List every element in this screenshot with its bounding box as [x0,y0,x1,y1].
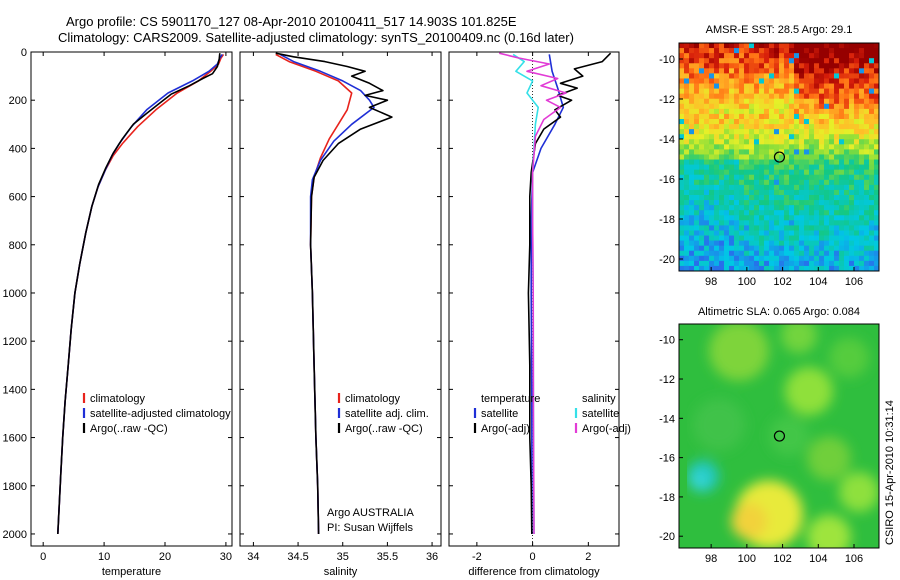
y-tick-label: 1800 [3,481,27,493]
x-tick-label: 34.5 [287,551,308,563]
temperature-panel: 0 10 20 30 0 200 400 600 800 1000 1200 1400 1600 1800… [3,47,233,578]
y-tick-label: -20 [659,254,675,266]
x-tick-label: 98 [705,553,717,565]
header-line2: Climatology: CARS2009. Satellite-adjuste… [58,30,574,45]
x-axis-label: temperature [102,566,161,578]
legend-label: Argo(-adj) [582,423,631,435]
y-tick-label: -10 [659,335,675,347]
x-tick-label: 35 [337,551,349,563]
sla-map-title: Altimetric SLA: 0.065 Argo: 0.084 [698,306,860,318]
y-tick-label: 1600 [3,433,27,445]
salinity-legend: climatology satellite adj. clim. Argo(..ra… [337,393,429,435]
map-frame [678,42,880,272]
x-tick-label: 100 [738,276,756,288]
y-tick-label: -18 [659,214,675,226]
float-annotation: Argo AUSTRALIA [327,507,414,519]
x-tick-label: 102 [773,553,791,565]
x-tick-label: 100 [738,553,756,565]
x-tick-label: 104 [809,276,827,288]
legend-label: climatology [90,393,146,405]
series-line [279,53,375,535]
salinity-panel: 34 34.5 35 35.5 36 salinity climatology satelli… [239,51,442,578]
series-line [275,52,393,535]
x-axis-label: difference from climatology [468,566,600,578]
y-tick-label: -12 [659,374,675,386]
y-tick-label: 200 [9,95,27,107]
map-field [679,43,879,271]
x-tick-label: 30 [220,551,232,563]
legend-label: satellite-adjusted climatology [90,408,231,420]
plot-frame [30,51,233,547]
map-frame [678,323,880,549]
legend-label: satellite [582,408,619,420]
series-line [499,52,567,535]
y-tick-label: -10 [659,54,675,66]
legend-label: climatology [345,393,401,405]
y-tick-label: 1200 [3,336,27,348]
y-tick-label: -12 [659,94,675,106]
series-line [57,53,221,535]
difference-legend: temperature satellite Argo(-adj) salinity sa… [473,393,631,435]
y-tick-label: 0 [21,47,27,59]
y-tick-label: 800 [9,240,27,252]
series-line [57,53,225,535]
x-tick-label: 98 [705,276,717,288]
y-tick-label: 400 [9,143,27,155]
plot-frame [448,51,620,547]
argo-position-marker [773,151,786,163]
difference-panel: -2 0 2 difference from climatology temperatu… [448,51,631,578]
x-tick-label: 36 [426,551,438,563]
sst-map-title: AMSR-E SST: 28.5 Argo: 29.1 [706,24,853,36]
y-tick-label: -14 [659,413,675,425]
legend-label: satellite adj. clim. [345,408,429,420]
y-tick-label: -16 [659,453,675,465]
x-tick-label: 20 [159,551,171,563]
y-tick-label: 1000 [3,288,27,300]
x-tick-label: 102 [773,276,791,288]
legend-label: Argo(..raw -QC) [345,423,423,435]
legend-label: Argo(-adj) [481,423,530,435]
series-line [530,54,565,535]
x-tick-label: 35.5 [377,551,398,563]
float-annotation: PI: Susan Wijffels [327,522,413,534]
y-tick-label: 600 [9,192,27,204]
legend-label: temperature [481,393,540,405]
legend-label: satellite [481,408,518,420]
temperature-legend: climatology satellite-adjusted climatolog… [82,393,231,435]
sla-map: 98 100 102 104 106 -10 -12 -14 -16 -18 -20 [659,323,880,565]
y-tick-label: 1400 [3,384,27,396]
series-line [275,53,353,535]
x-tick-label: 106 [845,276,863,288]
plot-frame [239,51,442,547]
x-tick-label: 106 [845,553,863,565]
header-line1: Argo profile: CS 5901170_127 08-Apr-2010… [66,14,517,29]
x-tick-label: 0 [40,551,46,563]
x-tick-label: 10 [98,551,110,563]
y-tick-label: -16 [659,174,675,186]
legend-label: Argo(..raw -QC) [90,423,168,435]
series-line [527,52,612,535]
x-tick-label: 2 [585,551,591,563]
y-tick-label: 2000 [3,529,27,541]
x-tick-label: 34 [247,551,259,563]
series-line [57,53,223,535]
x-tick-label: -2 [472,551,482,563]
argo-position-marker [773,430,786,442]
y-tick-label: -14 [659,134,675,146]
x-tick-label: 0 [530,551,536,563]
y-tick-label: -20 [659,531,675,543]
sst-map: 98 100 102 104 106 -10 -12 -14 -16 -18 -20 [659,42,880,288]
legend-label: salinity [582,393,616,405]
y-tick-label: -18 [659,492,675,504]
map-field [679,324,879,548]
x-axis-label: salinity [324,566,358,578]
side-label: CSIRO 15-Apr-2010 10:31:14 [884,400,896,545]
x-tick-label: 104 [809,553,827,565]
